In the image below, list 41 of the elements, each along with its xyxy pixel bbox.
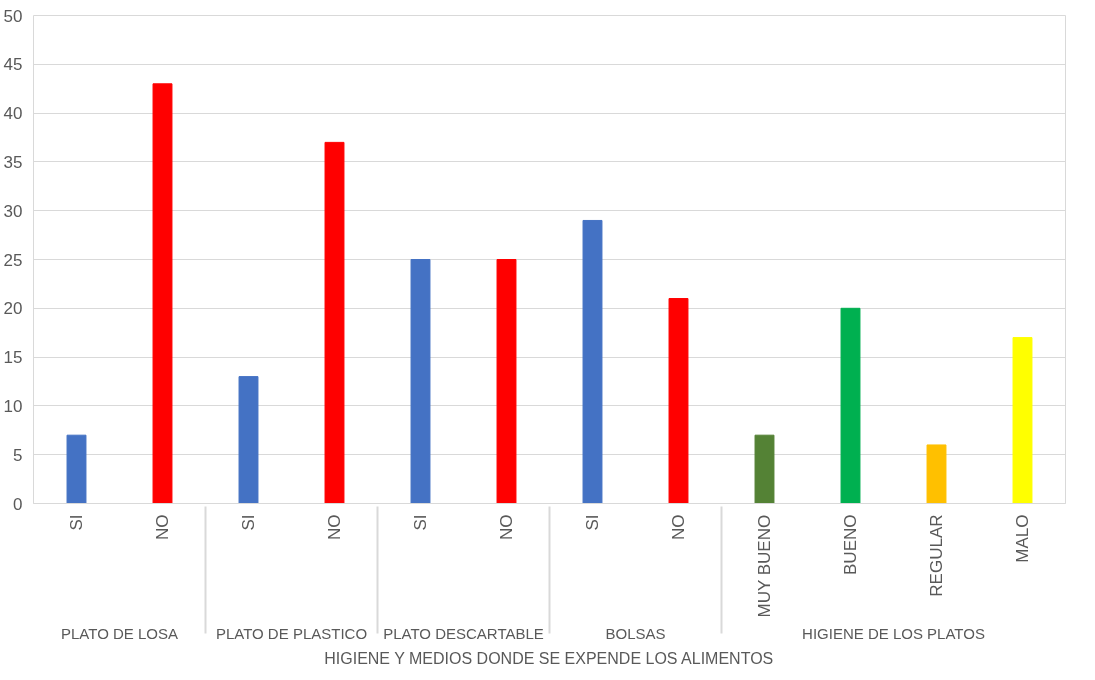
bar bbox=[496, 259, 517, 504]
x-tick-label: SI bbox=[239, 514, 258, 531]
bar bbox=[668, 298, 689, 504]
y-tick-label: 35 bbox=[3, 152, 23, 172]
x-tick-label: MUY BUENO bbox=[755, 514, 774, 618]
y-tick-label: 30 bbox=[3, 201, 23, 221]
bar bbox=[410, 259, 431, 504]
bar bbox=[66, 434, 87, 504]
text: BOLSAS bbox=[605, 625, 666, 643]
x-tick-label: BUENO bbox=[841, 514, 860, 575]
bar bbox=[582, 219, 603, 504]
y-tick-label: 15 bbox=[3, 348, 23, 368]
y-tick-label: 5 bbox=[13, 445, 23, 465]
bar bbox=[238, 376, 259, 504]
y-tick-label: 25 bbox=[3, 250, 23, 270]
x-tick-label: MALO bbox=[1013, 514, 1032, 563]
text: PLATO DESCARTABLE bbox=[383, 625, 544, 643]
text: PLATO DE PLASTICO bbox=[215, 625, 368, 643]
x-tick-label: NO bbox=[497, 514, 516, 540]
bar bbox=[324, 141, 345, 504]
bar bbox=[152, 83, 173, 504]
x-tick-label: SI bbox=[583, 514, 602, 531]
x-tick-label: NO bbox=[325, 514, 344, 540]
text: HIGIENE DE LOS PLATOS bbox=[802, 625, 985, 643]
x-axis-title: HIGIENE Y MEDIOS DONDE SE EXPENDE LOS ALIMENTOS bbox=[324, 650, 774, 668]
y-tick-label: 10 bbox=[3, 396, 23, 416]
x-tick-label: SI bbox=[67, 514, 86, 531]
x-tick-label: NO bbox=[669, 514, 688, 540]
bar bbox=[926, 444, 947, 504]
x-tick-label: NO bbox=[153, 514, 172, 540]
x-tick-label: REGULAR bbox=[927, 514, 946, 597]
text: PLATO DE LOSA bbox=[61, 625, 179, 643]
y-tick-label: 0 bbox=[13, 494, 23, 514]
y-tick-label: 20 bbox=[3, 299, 23, 319]
bar bbox=[840, 307, 861, 504]
y-tick-label: 50 bbox=[3, 6, 23, 26]
y-tick-label: 40 bbox=[3, 104, 23, 124]
bar bbox=[754, 434, 775, 504]
bar bbox=[1012, 337, 1033, 504]
y-tick-label: 45 bbox=[3, 55, 23, 75]
x-tick-label: SI bbox=[411, 514, 430, 531]
